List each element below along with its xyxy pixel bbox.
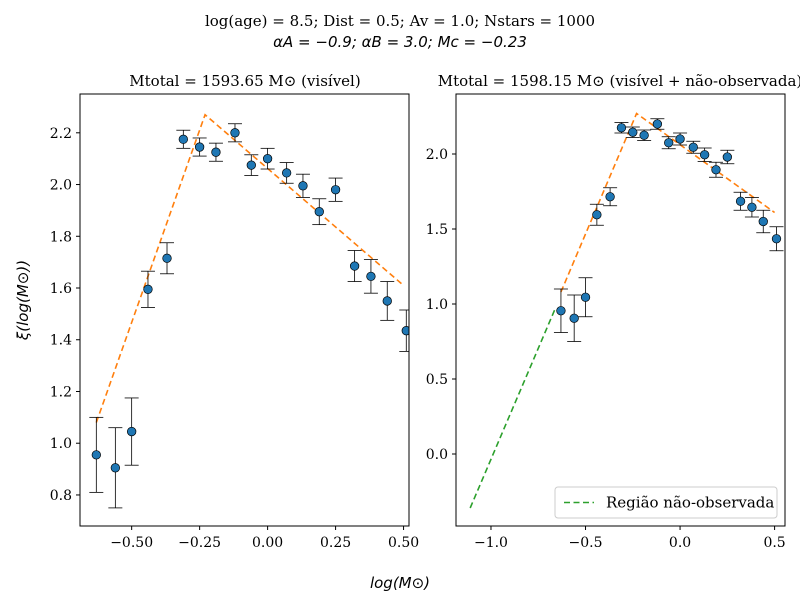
right-data-point — [605, 192, 615, 202]
left-data-point — [194, 142, 205, 152]
right-xtick-label: −0.5 — [569, 535, 603, 551]
right-fit-line — [560, 112, 776, 293]
left-xtick-label: −0.50 — [110, 535, 153, 551]
left-data-point — [127, 426, 137, 437]
left-fit-line — [95, 113, 405, 423]
right-data-point — [556, 306, 566, 316]
right-data-point — [616, 123, 627, 133]
right-data-point — [569, 313, 579, 323]
left-data-point — [91, 450, 101, 460]
right-panel: Mtotal = 1598.15 M⊙ (visível + não-obser… — [426, 72, 800, 551]
left-data-point — [246, 160, 256, 170]
right-panel-title: Mtotal = 1598.15 M⊙ (visível + não-obser… — [438, 72, 800, 90]
right-ytick-label: 0.5 — [426, 372, 448, 388]
left-data-point — [178, 134, 188, 144]
right-data-point — [639, 130, 649, 140]
left-panel-title: Mtotal = 1593.65 M⊙ (visível) — [129, 72, 360, 90]
left-xtick-label: 0.50 — [388, 535, 419, 551]
left-ytick-label: 2.0 — [50, 178, 72, 194]
right-data-point — [580, 292, 591, 302]
right-data-point — [688, 142, 698, 152]
left-ytick-label: 1.8 — [50, 229, 72, 245]
left-plot-area — [89, 113, 409, 509]
left-ytick-label: 1.2 — [50, 384, 72, 400]
suptitle-line1: log(age) = 8.5; Dist = 0.5; Av = 1.0; Ns… — [205, 12, 595, 30]
legend-box — [554, 486, 778, 519]
right-data-point — [592, 210, 602, 220]
left-data-point — [262, 154, 273, 164]
right-ytick-label: 1.0 — [426, 297, 448, 313]
left-axes-frame — [79, 93, 410, 527]
left-ytick-label: 1.4 — [50, 333, 72, 349]
left-data-point — [110, 463, 120, 473]
suptitle-line2: αA = −0.9; αB = 3.0; Mc = −0.23 — [273, 33, 527, 51]
left-data-point — [314, 207, 324, 217]
left-data-point — [143, 284, 153, 294]
left-data-point — [382, 296, 392, 306]
right-unobserved-line — [469, 308, 557, 509]
right-ytick-label: 2.0 — [426, 147, 448, 163]
left-ytick-label: 1.6 — [50, 281, 72, 297]
left-data-point — [162, 253, 172, 263]
right-data-point — [699, 150, 710, 160]
legend-label: Região não-observada — [606, 494, 774, 512]
left-data-point — [401, 326, 409, 336]
right-data-point — [771, 234, 782, 244]
left-ytick-label: 0.8 — [50, 488, 72, 504]
right-data-point — [711, 165, 721, 175]
left-xtick-label: −0.25 — [178, 535, 221, 551]
left-data-point — [298, 181, 308, 191]
left-data-point — [349, 261, 360, 271]
left-ytick-label: 2.2 — [50, 126, 72, 142]
left-panel-ylabel: ξ(log(M⊙)) — [14, 260, 32, 341]
right-legend: Região não-observada — [554, 486, 778, 519]
right-data-point — [747, 202, 757, 212]
right-ytick-label: 1.5 — [426, 222, 448, 238]
left-data-point — [281, 168, 292, 178]
left-ytick-label: 1.0 — [50, 436, 72, 452]
right-data-point — [735, 196, 746, 206]
left-data-point — [366, 271, 376, 282]
right-plot-area — [469, 112, 784, 509]
shared-xlabel: log(M⊙) — [370, 574, 430, 592]
right-xtick-label: −1.0 — [474, 535, 508, 551]
right-data-point — [722, 152, 732, 162]
right-axes-frame — [455, 93, 786, 527]
right-data-point — [758, 216, 768, 227]
right-ytick-label: 0.0 — [426, 447, 448, 463]
left-data-point — [330, 185, 341, 195]
right-xtick-label: 0.0 — [669, 535, 691, 551]
left-data-point — [211, 147, 221, 157]
right-data-point — [664, 138, 674, 148]
left-data-point — [230, 128, 240, 138]
right-data-point — [628, 127, 638, 137]
right-data-point — [652, 119, 663, 129]
right-xtick-label: 0.5 — [763, 535, 785, 551]
left-panel: Mtotal = 1593.65 M⊙ (visível) ξ(log(M⊙))… — [14, 72, 419, 551]
left-xtick-label: 0.00 — [252, 535, 283, 551]
left-xtick-label: 0.25 — [320, 535, 351, 551]
right-data-point — [675, 134, 685, 144]
